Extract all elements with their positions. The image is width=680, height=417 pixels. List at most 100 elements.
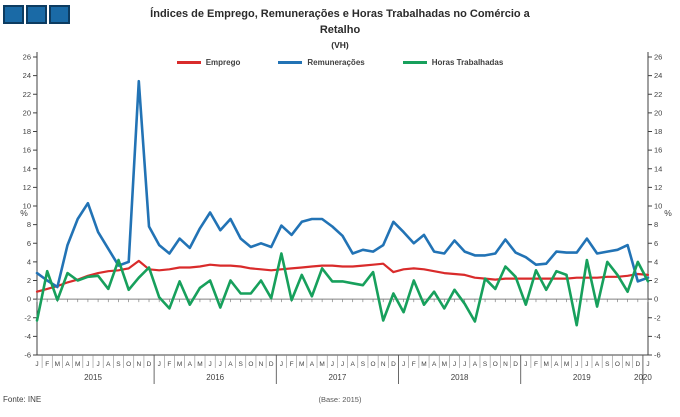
x-month-label: F bbox=[534, 361, 538, 368]
series-line-emprego bbox=[35, 259, 650, 293]
x-month-label: M bbox=[197, 361, 202, 368]
chart-title-line1: Índices de Emprego, Remunerações e Horas… bbox=[150, 8, 530, 20]
y-tick-label-left: 0 bbox=[27, 295, 31, 304]
x-month-label: A bbox=[106, 361, 111, 368]
x-month-label: A bbox=[595, 361, 600, 368]
x-month-label: N bbox=[381, 361, 386, 368]
chart-title-block: Índices de Emprego, Remunerações e Horas… bbox=[80, 6, 600, 50]
x-month-label: S bbox=[483, 361, 488, 368]
y-tick-label-right: 8 bbox=[654, 220, 658, 229]
x-year-label: 2016 bbox=[206, 373, 224, 382]
x-month-label: D bbox=[635, 361, 640, 368]
x-month-label: J bbox=[35, 361, 38, 368]
x-month-label: J bbox=[280, 361, 283, 368]
y-tick-label-left: 24 bbox=[23, 71, 31, 80]
x-month-label: S bbox=[361, 361, 366, 368]
x-month-label: S bbox=[116, 361, 121, 368]
x-month-label: M bbox=[442, 361, 447, 368]
x-month-label: A bbox=[310, 361, 315, 368]
chart-legend: Emprego Remunerações Horas Trabalhadas bbox=[0, 58, 680, 67]
x-month-label: M bbox=[55, 361, 60, 368]
x-month-label: F bbox=[290, 361, 294, 368]
y-tick-label-left: 20 bbox=[23, 108, 31, 117]
y-tick-label-right: -6 bbox=[654, 351, 661, 360]
x-month-label: J bbox=[585, 361, 588, 368]
source-note: Fonte: INE bbox=[3, 395, 42, 404]
x-month-label: D bbox=[391, 361, 396, 368]
logo-square-icon bbox=[49, 5, 70, 24]
x-month-label: J bbox=[463, 361, 466, 368]
x-month-label: O bbox=[493, 361, 498, 368]
legend-swatch-emprego bbox=[176, 61, 201, 64]
y-tick-label-left: 26 bbox=[23, 53, 31, 62]
legend-swatch-remuneracoes bbox=[278, 61, 303, 64]
x-month-label: F bbox=[412, 361, 416, 368]
x-month-label: F bbox=[167, 361, 171, 368]
x-month-label: A bbox=[432, 361, 437, 368]
x-month-label: N bbox=[136, 361, 141, 368]
x-month-label: N bbox=[259, 361, 264, 368]
y-tick-label-right: 6 bbox=[654, 239, 658, 248]
chart-subtitle: (VH) bbox=[331, 40, 349, 50]
x-month-label: J bbox=[208, 361, 211, 368]
y-tick-label-left: 22 bbox=[23, 90, 31, 99]
x-month-label: J bbox=[331, 361, 334, 368]
x-month-label: M bbox=[564, 361, 569, 368]
x-month-label: O bbox=[126, 361, 131, 368]
y-axis-unit-right: % bbox=[664, 208, 672, 218]
x-month-label: J bbox=[158, 361, 161, 368]
series-line-horas-trabalhadas bbox=[35, 252, 650, 327]
x-month-label: S bbox=[238, 361, 243, 368]
x-month-label: J bbox=[575, 361, 578, 368]
x-month-label: M bbox=[299, 361, 304, 368]
y-axis-unit-left: % bbox=[20, 208, 28, 218]
y-tick-label-right: -2 bbox=[654, 313, 661, 322]
x-month-label: J bbox=[341, 361, 344, 368]
y-tick-label-right: 12 bbox=[654, 183, 662, 192]
legend-item-horas: Horas Trabalhadas bbox=[402, 58, 503, 67]
y-tick-label-right: -4 bbox=[654, 332, 661, 341]
x-month-label: A bbox=[473, 361, 478, 368]
x-month-label: O bbox=[248, 361, 253, 368]
y-tick-label-right: 22 bbox=[654, 90, 662, 99]
x-month-label: A bbox=[228, 361, 233, 368]
x-year-label: 2015 bbox=[84, 373, 102, 382]
y-tick-label-left: 12 bbox=[23, 183, 31, 192]
logo-square-icon bbox=[3, 5, 24, 24]
x-year-label: 2020 bbox=[634, 373, 652, 382]
y-tick-label-left: 10 bbox=[23, 202, 31, 211]
x-month-label: J bbox=[524, 361, 527, 368]
x-month-label: D bbox=[269, 361, 274, 368]
y-tick-label-right: 0 bbox=[654, 295, 658, 304]
x-month-label: A bbox=[351, 361, 356, 368]
y-tick-label-left: 8 bbox=[27, 220, 31, 229]
x-month-label: M bbox=[421, 361, 426, 368]
x-month-label: J bbox=[453, 361, 456, 368]
y-tick-label-right: 14 bbox=[654, 164, 662, 173]
y-tick-label-right: 4 bbox=[654, 257, 658, 266]
legend-label-emprego: Emprego bbox=[205, 58, 241, 67]
y-tick-label-left: -6 bbox=[24, 351, 31, 360]
logo-square-icon bbox=[26, 5, 47, 24]
chart-title-line2: Retalho bbox=[319, 24, 361, 36]
x-month-label: M bbox=[543, 361, 548, 368]
y-tick-label-left: 16 bbox=[23, 146, 31, 155]
x-month-label: O bbox=[371, 361, 376, 368]
series-line-remunerações bbox=[35, 79, 650, 289]
x-month-label: O bbox=[615, 361, 620, 368]
x-month-label: A bbox=[188, 361, 193, 368]
y-tick-label-left: 14 bbox=[23, 164, 31, 173]
x-year-label: 2017 bbox=[329, 373, 347, 382]
x-month-label: N bbox=[625, 361, 630, 368]
x-month-label: J bbox=[402, 361, 405, 368]
y-tick-label-left: 18 bbox=[23, 127, 31, 136]
x-month-label: J bbox=[96, 361, 99, 368]
x-month-label: D bbox=[513, 361, 518, 368]
y-tick-label-right: 10 bbox=[654, 202, 662, 211]
y-tick-label-right: 20 bbox=[654, 108, 662, 117]
y-tick-label-left: 6 bbox=[27, 239, 31, 248]
x-month-label: A bbox=[554, 361, 559, 368]
y-tick-label-right: 26 bbox=[654, 53, 662, 62]
x-year-label: 2018 bbox=[451, 373, 469, 382]
